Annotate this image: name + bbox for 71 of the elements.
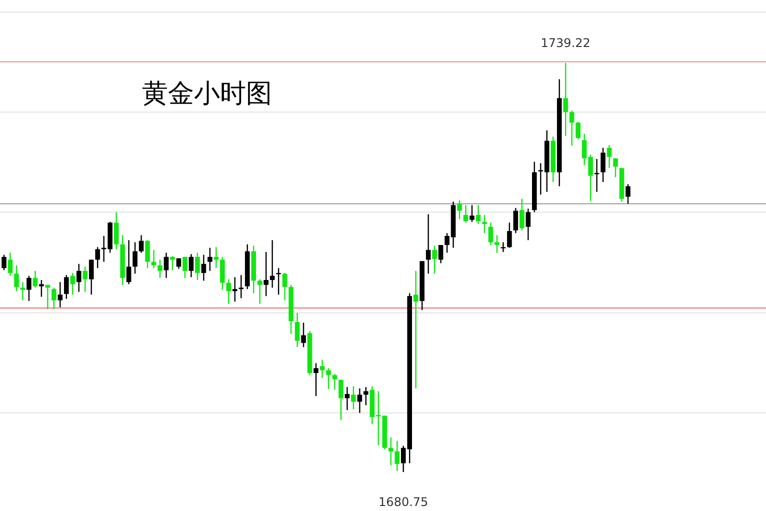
candlestick [600, 147, 606, 183]
candlestick [158, 259, 162, 278]
candlestick [364, 386, 368, 406]
candlestick [413, 270, 418, 390]
candlestick [576, 121, 580, 140]
candlestick [32, 270, 38, 288]
candlestick [164, 252, 169, 278]
candlestick [282, 272, 288, 301]
candlestick [201, 254, 206, 282]
candlestick [208, 247, 212, 272]
candlestick [526, 208, 531, 241]
candlestick [8, 252, 13, 276]
candlestick [195, 252, 200, 281]
candlestick [95, 246, 100, 269]
candlestick [326, 368, 331, 390]
candlestick [264, 251, 268, 297]
candlestick [388, 436, 394, 466]
candlestick [70, 272, 76, 296]
candlestick [438, 244, 444, 264]
candlestick [182, 256, 188, 278]
candlestick [151, 249, 156, 269]
candlestick [39, 279, 44, 298]
candlestick [500, 242, 506, 253]
candlestick [114, 212, 119, 250]
candlestick [232, 276, 238, 302]
candlestick [494, 234, 500, 254]
candlestick [14, 264, 19, 292]
candlestick [82, 266, 88, 292]
candlestick [426, 214, 431, 274]
candlestick [220, 256, 225, 290]
candlestick [188, 254, 194, 278]
candlestick [314, 362, 318, 397]
candlestick [332, 373, 338, 390]
candlestick [52, 287, 56, 310]
candlestick [563, 62, 568, 136]
candlestick [170, 256, 175, 271]
candlestick [626, 184, 630, 204]
candlestick [488, 222, 494, 246]
candlestick [394, 440, 400, 472]
candlestick [145, 240, 150, 269]
candlestick [513, 207, 518, 234]
text: 黄金小时图 [142, 79, 272, 109]
annotation: 1680.75 [378, 495, 428, 509]
candlestick [226, 278, 232, 304]
candlestick [58, 281, 63, 308]
candlestick [138, 234, 144, 254]
candlestick [294, 312, 300, 348]
candlestick [606, 144, 612, 169]
candlestick [301, 322, 306, 348]
candlestick [88, 259, 94, 296]
candlestick [520, 198, 524, 231]
candlestick [20, 281, 26, 301]
candlestick [470, 204, 474, 223]
candlestick [238, 274, 244, 299]
candlestick [257, 278, 262, 304]
candlestick [132, 242, 138, 274]
candlestick [351, 386, 356, 410]
candlestick [338, 378, 344, 420]
candlestick [76, 263, 82, 292]
annotation: 1739.22 [540, 36, 590, 50]
candlestick [26, 275, 32, 302]
candlestick [482, 214, 487, 234]
candlestick [2, 254, 6, 271]
candlestick [507, 222, 512, 248]
candlestick [613, 158, 618, 178]
candlestick [126, 240, 132, 285]
candlestick [64, 274, 69, 300]
candlestick [569, 110, 574, 146]
candlestick [357, 388, 362, 414]
candlestick [457, 200, 462, 220]
candlestick [432, 245, 437, 274]
